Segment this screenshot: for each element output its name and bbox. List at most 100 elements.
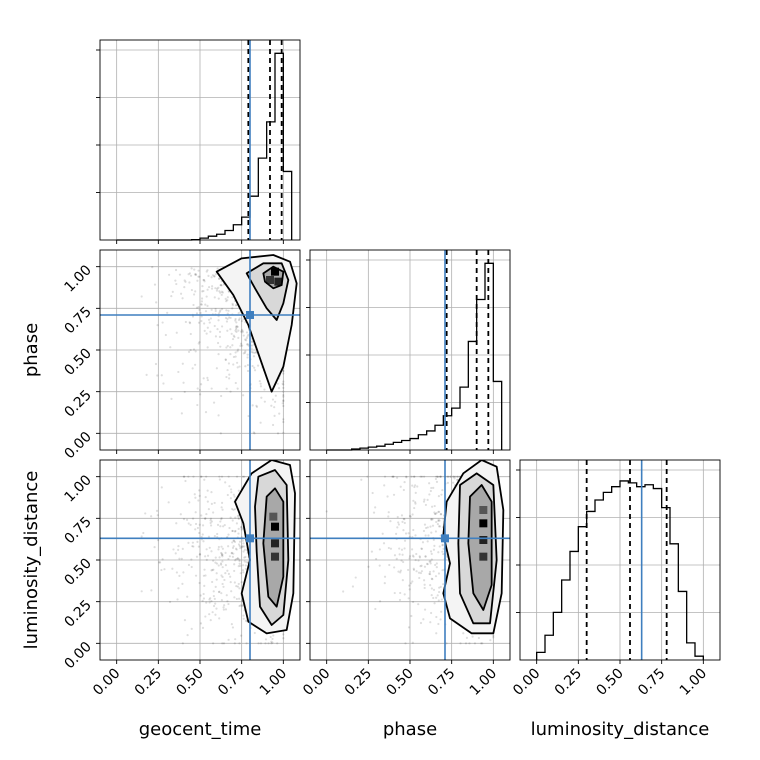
scatter-point — [221, 582, 224, 586]
scatter-point — [276, 382, 279, 385]
scatter-point — [378, 548, 382, 551]
scatter-point — [198, 494, 201, 497]
scatter-point — [187, 350, 191, 353]
scatter-point — [217, 312, 220, 315]
scatter-point — [282, 633, 285, 636]
scatter-point — [246, 369, 250, 373]
scatter-point — [226, 299, 229, 302]
scatter-point — [177, 370, 180, 374]
scatter-point — [234, 355, 237, 358]
scatter-point — [239, 572, 242, 575]
scatter-point — [215, 607, 218, 610]
scatter-point — [282, 395, 285, 398]
scatter-point — [243, 545, 246, 548]
scatter-point — [218, 277, 221, 280]
scatter-point — [247, 414, 250, 418]
scatter-point — [419, 475, 422, 478]
scatter-point — [392, 493, 396, 496]
scatter-point — [235, 522, 239, 525]
scatter-point — [190, 627, 193, 630]
scatter-point — [206, 288, 209, 291]
scatter-point — [166, 311, 169, 314]
scatter-point — [456, 475, 460, 478]
scatter-point — [224, 297, 227, 300]
scatter-point — [171, 290, 174, 293]
scatter-point — [414, 558, 417, 562]
x-tick-label: 0.00 — [90, 666, 123, 699]
scatter-point — [408, 514, 411, 518]
scatter-point — [242, 542, 245, 545]
scatter-point — [270, 404, 273, 407]
scatter-point — [206, 500, 209, 503]
scatter-point — [221, 555, 224, 558]
scatter-point — [236, 325, 239, 329]
scatter-point — [237, 336, 240, 339]
scatter-point — [183, 475, 186, 478]
scatter-point — [354, 576, 357, 579]
scatter-point — [375, 557, 378, 561]
scatter-point — [264, 638, 268, 641]
scatter-point — [259, 385, 263, 388]
scatter-point — [210, 520, 214, 523]
scatter-point — [411, 641, 414, 644]
scatter-point — [181, 547, 184, 551]
scatter-point — [492, 636, 495, 639]
scatter-point — [198, 581, 201, 585]
scatter-point — [179, 292, 183, 295]
scatter-point — [174, 279, 177, 282]
scatter-point — [214, 307, 217, 311]
scatter-point — [226, 493, 229, 497]
scatter-point — [234, 381, 237, 385]
scatter-point — [282, 420, 285, 424]
scatter-point — [434, 575, 438, 578]
contour-line — [245, 262, 290, 321]
scatter-point — [202, 597, 206, 600]
scatter-point — [241, 475, 245, 478]
scatter-point — [198, 388, 202, 392]
scatter-point — [273, 406, 276, 409]
scatter-point — [194, 273, 198, 276]
scatter-point — [196, 279, 199, 282]
scatter-point — [218, 556, 221, 559]
scatter-point — [398, 553, 401, 556]
contour-line — [457, 472, 498, 625]
scatter-point — [240, 525, 243, 528]
scatter-point — [257, 642, 260, 645]
scatter-point — [271, 641, 274, 644]
scatter-point — [219, 291, 222, 294]
scatter-point — [277, 387, 281, 390]
scatter-point — [245, 331, 249, 334]
scatter-point — [250, 347, 253, 350]
scatter-point — [220, 554, 224, 557]
scatter-point — [200, 383, 203, 386]
scatter-point — [208, 546, 211, 549]
scatter-point — [440, 610, 443, 613]
scatter-point — [191, 367, 194, 370]
scatter-point — [452, 475, 455, 478]
scatter-point — [370, 550, 374, 553]
scatter-point — [428, 482, 431, 485]
scatter-point — [255, 405, 259, 409]
scatter-point — [158, 561, 162, 564]
scatter-point — [200, 303, 203, 306]
scatter-point — [200, 297, 204, 300]
scatter-point — [220, 501, 224, 504]
scatter-point — [430, 594, 433, 597]
scatter-point — [426, 540, 429, 543]
scatter-point — [217, 319, 220, 322]
scatter-point — [186, 634, 189, 637]
scatter-point — [410, 475, 413, 478]
scatter-point — [439, 475, 442, 478]
scatter-point — [182, 475, 185, 478]
scatter-point — [218, 277, 221, 280]
density-peak-cell — [479, 552, 488, 561]
scatter-point — [410, 614, 413, 618]
scatter-point — [241, 331, 244, 334]
scatter-point — [221, 553, 224, 556]
scatter-point — [195, 312, 199, 315]
scatter-point — [233, 642, 236, 645]
scatter-point — [181, 297, 184, 300]
scatter-point — [383, 475, 387, 478]
scatter-point — [183, 390, 186, 394]
scatter-point — [168, 273, 171, 276]
